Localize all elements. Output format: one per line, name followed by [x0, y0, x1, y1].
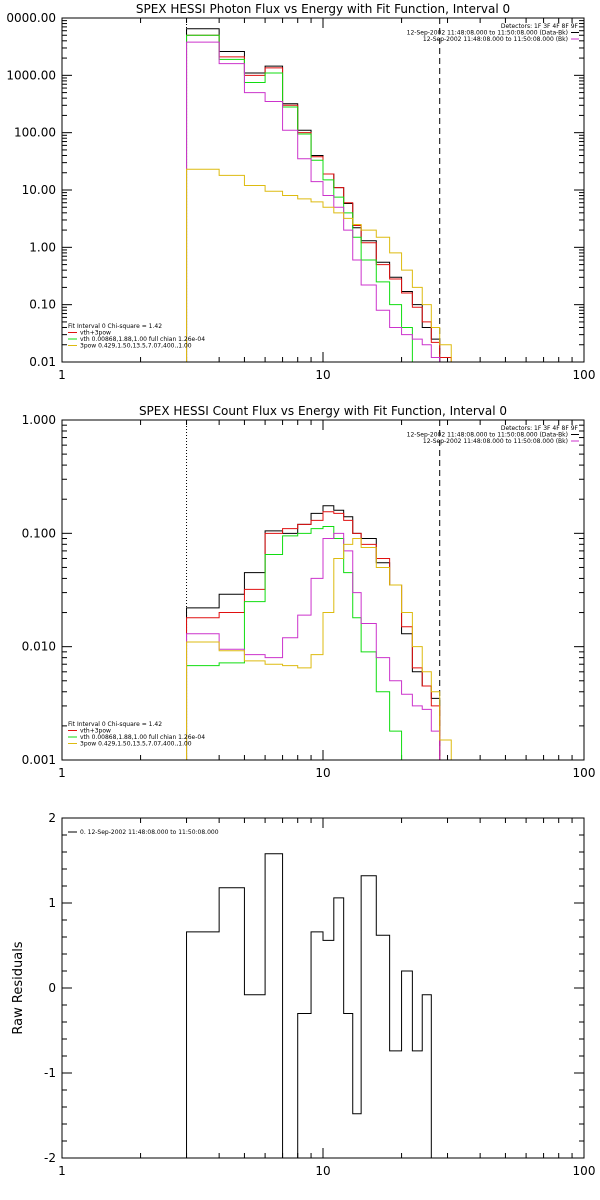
- legend-entry: vth+3pow: [80, 330, 111, 337]
- y-tick-label: 100.00: [14, 126, 56, 140]
- legend-entry: vth+3pow: [80, 728, 111, 735]
- series-line-2: [186, 525, 413, 760]
- legend-entry: vth 0.00868,1.88,1.00 full chian 1.26e-0…: [80, 734, 205, 741]
- series-line-2: [186, 34, 423, 362]
- y-tick-label: 0.01: [29, 355, 56, 369]
- x-tick-label: 100: [573, 368, 596, 382]
- y-tick-label: 1000.00: [6, 68, 56, 82]
- legend-entry: 3pow 0.429,1.50,13.5,7.07,400.,1.00: [80, 343, 192, 350]
- x-tick-label: 1: [58, 368, 66, 382]
- plot-frame: [61, 17, 585, 363]
- series-line-0: [186, 505, 441, 760]
- y-tick-label: 0.10: [29, 298, 56, 312]
- x-tick-label: 100: [573, 1164, 596, 1178]
- chart-panel-0: SPEX HESSI Photon Flux vs Energy with Fi…: [6, 2, 595, 382]
- series-group: [186, 853, 432, 1158]
- legend-entry: 0. 12-Sep-2002 11:48:08.000 to 11:50:08.…: [80, 829, 219, 836]
- y-tick-label: 1: [48, 896, 56, 910]
- series-line-4: [186, 168, 452, 362]
- chart-title: SPEX HESSI Photon Flux vs Energy with Fi…: [136, 2, 510, 16]
- header-line: 12-Sep-2002 11:48:08.000 to 11:50:08.000…: [423, 438, 568, 445]
- x-tick-label: 1: [58, 1164, 66, 1178]
- x-tick-label: 1: [58, 766, 66, 780]
- y-tick-label: 0.010: [22, 640, 56, 654]
- legend-entry: 3pow 0.429,1.50,13.5,7.07,400.,1.00: [80, 741, 192, 748]
- chart-title: SPEX HESSI Count Flux vs Energy with Fit…: [139, 404, 507, 418]
- y-tick-label: -2: [44, 1151, 56, 1165]
- y-tick-label: 10.00: [22, 183, 56, 197]
- y-axis-label: Raw Residuals: [11, 941, 26, 1034]
- chart-panel-1: SPEX HESSI Count Flux vs Energy with Fit…: [22, 404, 596, 780]
- header-line: 12-Sep-2002 11:48:08.000 to 11:50:08.000…: [407, 30, 568, 37]
- header-line: Detectors: 1F 3F 4F 8F 9F: [501, 425, 579, 432]
- series-group: [186, 505, 452, 760]
- plot-frame: [61, 817, 585, 1159]
- series-line-1: [186, 34, 452, 362]
- y-tick-label: 0000.00: [6, 11, 56, 25]
- x-tick-label: 100: [573, 766, 596, 780]
- y-tick-label: 0.100: [22, 526, 56, 540]
- y-tick-label: 0: [48, 981, 56, 995]
- x-tick-label: 10: [315, 766, 330, 780]
- legend-entry: Fit Interval 0 Chi-square = 1.42: [68, 721, 162, 728]
- header-line: Detectors: 1F 3F 4F 8F 9F: [501, 23, 579, 30]
- series-line-4: [186, 538, 452, 760]
- x-tick-label: 10: [315, 1164, 330, 1178]
- x-tick-label: 10: [315, 368, 330, 382]
- series-group: [186, 28, 452, 362]
- series-line-3: [186, 532, 441, 760]
- series-line-0: [186, 853, 432, 1158]
- y-tick-label: 1.000: [22, 413, 56, 427]
- legend-entry: Fit Interval 0 Chi-square = 1.42: [68, 323, 162, 330]
- series-line-1: [186, 511, 441, 760]
- y-tick-label: 0.001: [22, 753, 56, 767]
- header-line: 12-Sep-2002 11:48:08.000 to 11:50:08.000…: [407, 432, 568, 439]
- chart-panel-2: Raw Residuals 1 10 100 -2 -1 0 1 2 0. 12-Sep-2002…: [11, 811, 595, 1178]
- y-tick-label: 2: [48, 811, 56, 825]
- legend-entry: vth 0.00868,1.88,1.00 full chian 1.26e-0…: [80, 336, 205, 343]
- header-line: 12-Sep-2002 11:48:08.000 to 11:50:08.000…: [423, 36, 568, 43]
- plot-frame: [61, 419, 585, 761]
- y-tick-label: -1: [44, 1066, 56, 1080]
- y-tick-label: 1.00: [29, 240, 56, 254]
